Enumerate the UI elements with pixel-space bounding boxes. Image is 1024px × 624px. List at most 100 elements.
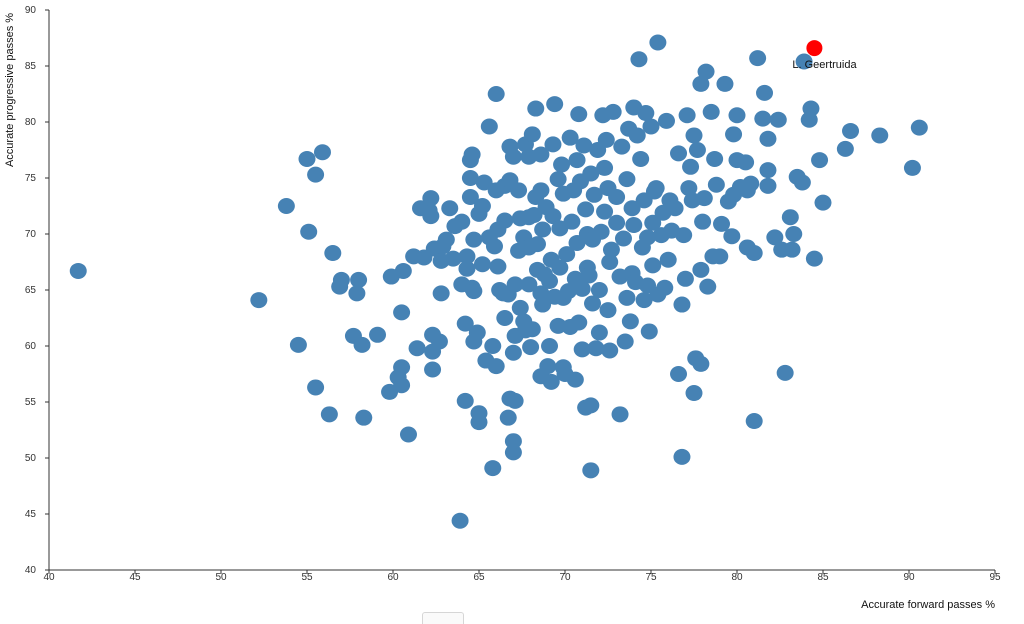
data-point[interactable] (676, 270, 694, 287)
data-point[interactable] (836, 140, 854, 157)
data-point[interactable] (659, 251, 677, 268)
data-point[interactable] (805, 250, 823, 267)
data-point[interactable] (528, 236, 546, 253)
data-point[interactable] (688, 142, 706, 158)
data-point[interactable] (307, 166, 325, 183)
data-point[interactable] (348, 285, 366, 302)
data-point[interactable] (783, 241, 801, 258)
data-point[interactable] (639, 229, 657, 246)
data-point[interactable] (568, 152, 586, 169)
data-point[interactable] (618, 289, 636, 306)
data-point[interactable] (544, 208, 562, 225)
data-point[interactable] (527, 100, 545, 117)
data-point[interactable] (369, 326, 387, 343)
data-point[interactable] (608, 214, 626, 231)
data-point[interactable] (394, 262, 412, 279)
data-point[interactable] (707, 176, 725, 193)
data-point[interactable] (489, 258, 507, 275)
data-point[interactable] (277, 198, 295, 214)
data-point[interactable] (444, 250, 462, 267)
data-point[interactable] (542, 373, 560, 390)
data-point[interactable] (541, 273, 559, 290)
data-point[interactable] (706, 150, 724, 167)
data-point[interactable] (756, 84, 774, 101)
data-point[interactable] (522, 339, 540, 356)
data-point[interactable] (551, 259, 569, 276)
data-point[interactable] (675, 227, 693, 244)
data-point[interactable] (725, 126, 743, 143)
data-point[interactable] (814, 194, 832, 211)
data-point[interactable] (546, 96, 564, 113)
data-point[interactable] (424, 361, 442, 378)
data-point[interactable] (532, 182, 550, 199)
data-point[interactable] (539, 358, 557, 375)
data-point[interactable] (614, 230, 632, 247)
data-point[interactable] (695, 190, 713, 207)
data-point[interactable] (456, 392, 474, 409)
data-point[interactable] (458, 248, 476, 265)
data-point[interactable] (300, 223, 318, 240)
data-point[interactable] (575, 137, 593, 154)
data-point[interactable] (604, 103, 622, 120)
data-point[interactable] (506, 392, 524, 409)
data-point[interactable] (473, 256, 491, 273)
data-point[interactable] (487, 86, 505, 102)
data-point[interactable] (506, 276, 524, 293)
data-point[interactable] (795, 53, 813, 70)
data-point[interactable] (573, 341, 591, 358)
data-point[interactable] (682, 158, 700, 175)
data-point[interactable] (590, 324, 608, 341)
data-point[interactable] (461, 189, 479, 206)
data-point[interactable] (702, 103, 720, 120)
data-point[interactable] (393, 359, 411, 376)
data-point[interactable] (456, 315, 474, 332)
data-point[interactable] (559, 283, 577, 300)
data-point[interactable] (553, 156, 571, 173)
data-point[interactable] (666, 200, 684, 217)
data-point[interactable] (716, 75, 734, 92)
data-point[interactable] (685, 385, 703, 402)
data-point[interactable] (332, 271, 350, 288)
data-point[interactable] (523, 321, 541, 338)
data-point[interactable] (558, 246, 576, 263)
data-point[interactable] (759, 177, 777, 194)
data-point[interactable] (544, 136, 562, 153)
data-point[interactable] (618, 171, 636, 188)
data-point[interactable] (69, 262, 87, 279)
data-point[interactable] (534, 296, 552, 313)
data-point[interactable] (465, 231, 483, 248)
data-point[interactable] (590, 282, 608, 298)
data-point[interactable] (656, 279, 674, 296)
data-point[interactable] (642, 118, 660, 135)
data-point[interactable] (484, 460, 502, 477)
data-point[interactable] (534, 221, 552, 238)
data-point[interactable] (541, 338, 559, 354)
data-point[interactable] (737, 154, 755, 171)
data-point[interactable] (504, 444, 522, 461)
data-point[interactable] (611, 406, 629, 423)
data-point[interactable] (520, 276, 538, 293)
data-point[interactable] (393, 377, 411, 394)
data-point[interactable] (525, 206, 543, 223)
data-point[interactable] (692, 261, 710, 278)
data-point[interactable] (451, 512, 469, 529)
data-point[interactable] (601, 342, 619, 359)
data-point[interactable] (596, 203, 614, 220)
data-point[interactable] (532, 146, 550, 163)
data-point[interactable] (298, 150, 316, 167)
data-point[interactable] (468, 324, 486, 341)
data-point[interactable] (723, 228, 741, 245)
data-point[interactable] (637, 105, 655, 122)
data-point[interactable] (601, 254, 619, 270)
data-point[interactable] (584, 295, 602, 312)
data-point[interactable] (313, 144, 331, 161)
data-point[interactable] (350, 271, 368, 288)
data-point[interactable] (745, 413, 763, 430)
data-point[interactable] (523, 126, 541, 143)
data-point[interactable] (711, 248, 729, 265)
data-point[interactable] (587, 340, 605, 357)
data-point[interactable] (307, 379, 325, 396)
data-point[interactable] (510, 182, 528, 199)
data-point[interactable] (910, 119, 928, 136)
data-point[interactable] (592, 223, 610, 240)
